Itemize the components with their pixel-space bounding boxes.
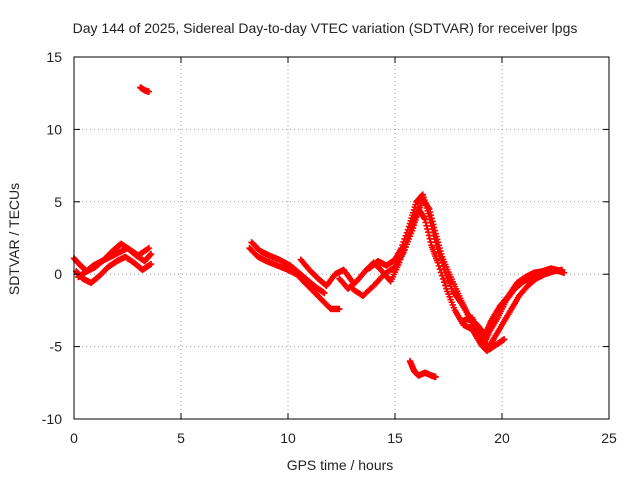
data-point xyxy=(402,232,409,240)
data-point xyxy=(429,226,436,233)
data-point xyxy=(438,259,446,267)
axis-ticks xyxy=(73,56,610,420)
data-point xyxy=(431,235,439,243)
y-axis-label: SDTVAR / TECUs xyxy=(6,183,22,295)
plot-frame xyxy=(73,56,610,420)
data-point xyxy=(403,229,410,236)
x-tick-label: 0 xyxy=(70,430,78,446)
data-point xyxy=(500,336,508,343)
data-point xyxy=(432,239,439,246)
data-point xyxy=(441,278,448,286)
y-tick-label: -10 xyxy=(42,411,62,427)
x-tick-labels: 0 5 10 15 20 25 xyxy=(70,430,617,446)
data-point xyxy=(427,219,435,226)
data-point xyxy=(420,214,428,222)
data-point xyxy=(439,263,447,270)
x-tick-label: 25 xyxy=(601,430,617,446)
x-tick-label: 20 xyxy=(494,430,510,446)
data-point xyxy=(435,249,443,256)
x-axis-label: GPS time / hours xyxy=(287,457,394,473)
x-tick-label: 15 xyxy=(387,430,403,446)
data-point xyxy=(433,242,440,249)
data-point xyxy=(430,232,438,240)
data-point xyxy=(336,305,343,313)
y-tick-label: 10 xyxy=(46,121,62,137)
data-points xyxy=(70,84,568,381)
y-tick-label: 5 xyxy=(54,194,62,210)
data-point xyxy=(434,246,441,253)
data-point xyxy=(405,223,413,230)
data-point xyxy=(321,289,328,297)
y-tick-label: -5 xyxy=(50,339,63,355)
data-point xyxy=(428,222,435,230)
data-point xyxy=(404,226,412,233)
data-point xyxy=(147,250,155,258)
x-tick-label: 5 xyxy=(177,430,185,446)
chart-title: Day 144 of 2025, Sidereal Day-to-day VTE… xyxy=(73,20,578,36)
data-point xyxy=(398,244,405,252)
data-point xyxy=(401,235,408,243)
y-tick-labels: -10 -5 0 5 10 15 xyxy=(42,49,62,427)
data-point xyxy=(147,260,155,268)
y-tick-label: 15 xyxy=(46,49,62,65)
data-point xyxy=(145,244,153,252)
data-point xyxy=(145,88,153,95)
data-point xyxy=(399,241,406,249)
grid xyxy=(74,57,609,419)
data-point xyxy=(432,373,439,381)
data-point xyxy=(430,229,437,236)
x-tick-label: 10 xyxy=(280,430,296,446)
data-point xyxy=(558,268,566,275)
data-point xyxy=(437,256,445,263)
data-point xyxy=(147,251,154,259)
data-point xyxy=(439,275,447,283)
data-point xyxy=(426,216,434,223)
data-point xyxy=(400,238,407,246)
data-point xyxy=(436,252,444,260)
data-point xyxy=(426,213,433,220)
y-tick-label: 0 xyxy=(54,266,62,282)
data-point xyxy=(442,282,449,289)
